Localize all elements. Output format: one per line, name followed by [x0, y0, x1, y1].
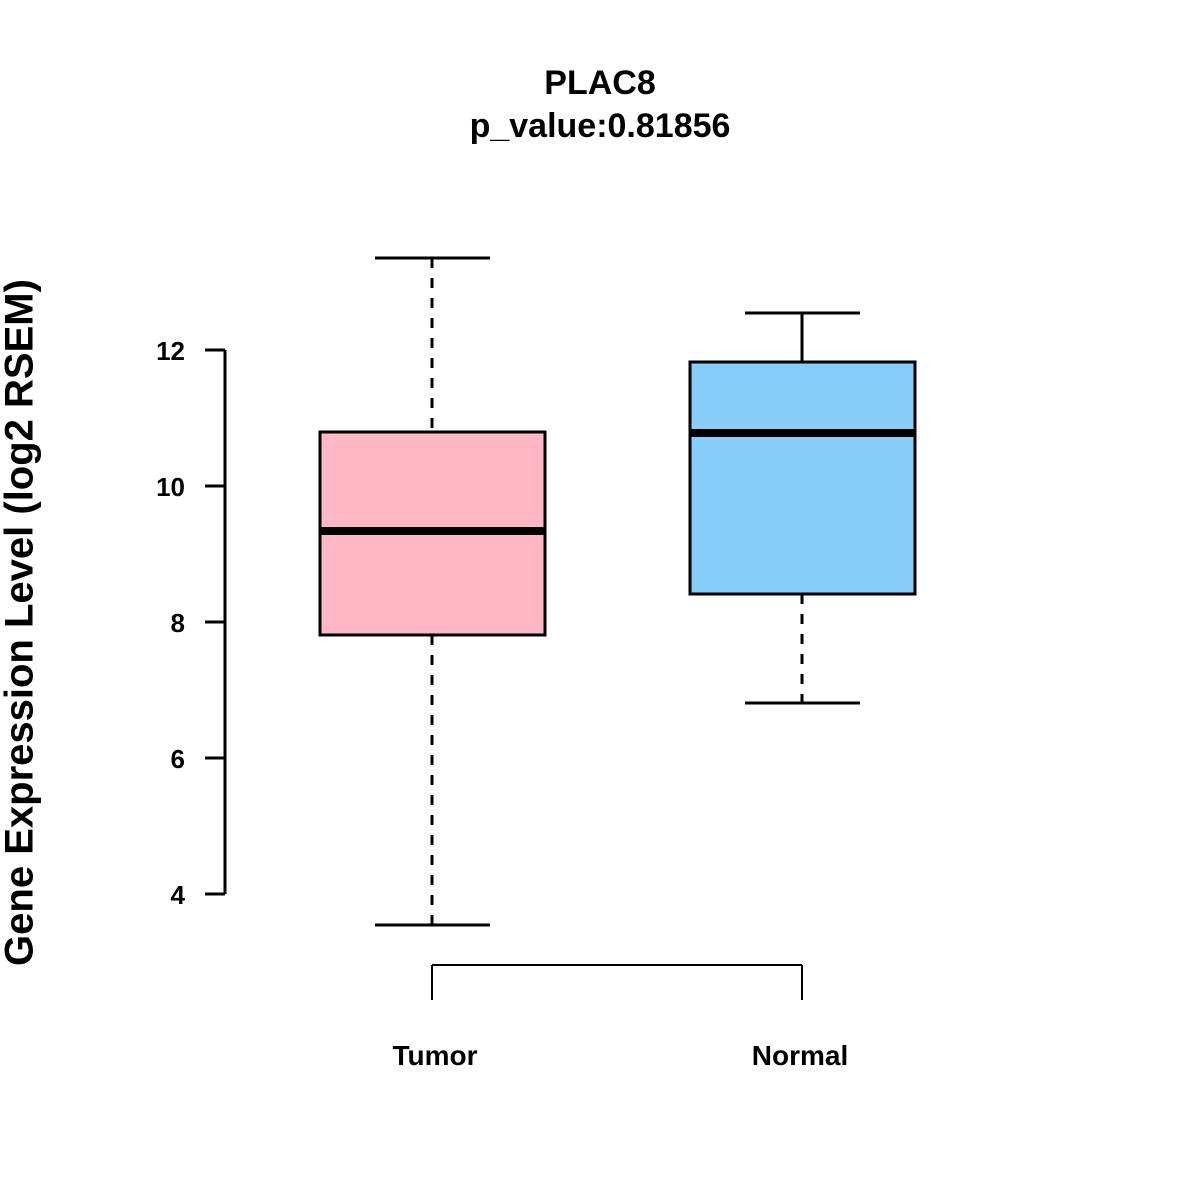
y-tick-label-10: 10 — [156, 472, 185, 502]
y-tick-label-12: 12 — [156, 336, 185, 366]
boxplot-root: PLAC8 p_value:0.81856 Gene Expression Le… — [0, 0, 1200, 1200]
group-label-tumor[interactable]: Tumor — [350, 1040, 520, 1072]
y-tick-label-4: 4 — [171, 880, 186, 910]
group-label-normal[interactable]: Normal — [715, 1040, 885, 1072]
y-tick-label-8: 8 — [171, 608, 185, 638]
boxplot-svg: 12 10 8 6 4 — [0, 0, 1200, 1200]
y-tick-label-6: 6 — [171, 744, 185, 774]
normal-box — [690, 362, 915, 594]
